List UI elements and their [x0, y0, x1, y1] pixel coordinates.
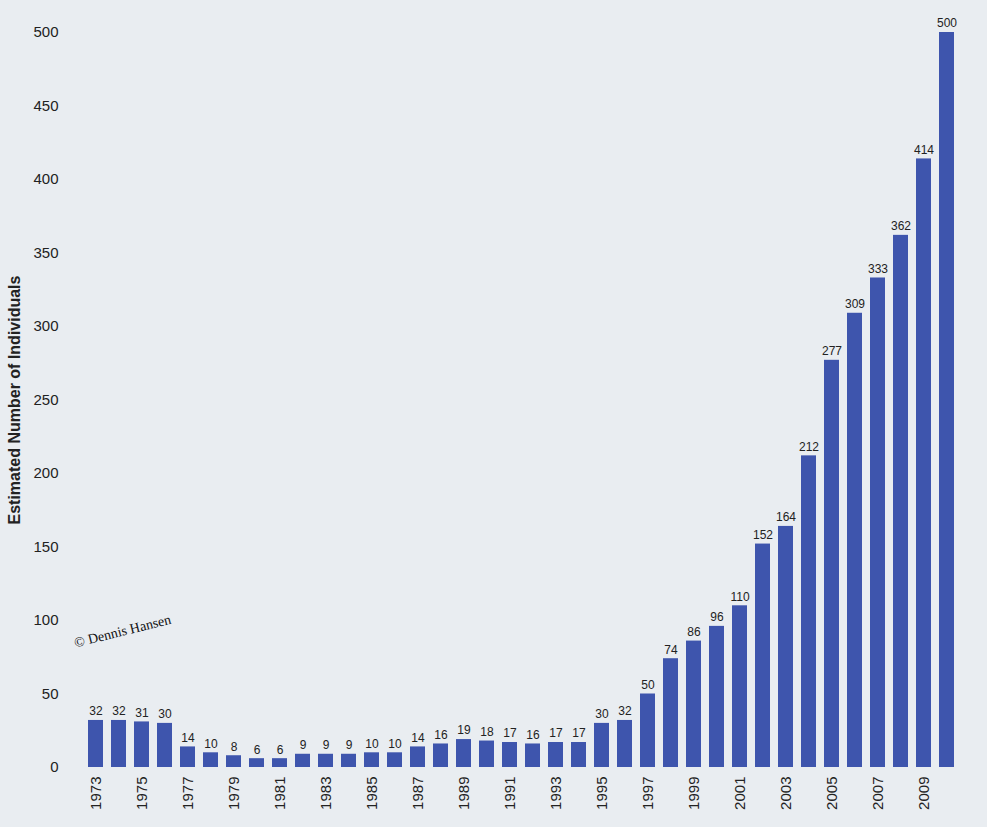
svg-text:277: 277: [822, 344, 842, 358]
svg-text:333: 333: [868, 262, 888, 276]
svg-text:414: 414: [914, 143, 934, 157]
svg-text:1991: 1991: [501, 777, 518, 810]
svg-text:32: 32: [89, 704, 103, 718]
svg-text:1973: 1973: [87, 777, 104, 810]
svg-text:362: 362: [891, 219, 911, 233]
svg-text:30: 30: [595, 707, 609, 721]
svg-text:1983: 1983: [317, 777, 334, 810]
svg-text:50: 50: [641, 678, 655, 692]
svg-text:9: 9: [346, 738, 353, 752]
svg-text:© Dennis Hansen: © Dennis Hansen: [73, 612, 173, 651]
svg-text:200: 200: [33, 464, 58, 481]
svg-text:2005: 2005: [823, 777, 840, 810]
svg-text:500: 500: [937, 16, 957, 30]
svg-text:18: 18: [480, 725, 494, 739]
svg-text:32: 32: [112, 704, 126, 718]
svg-text:1987: 1987: [409, 777, 426, 810]
svg-text:10: 10: [204, 737, 218, 751]
svg-text:2001: 2001: [731, 777, 748, 810]
svg-text:350: 350: [33, 244, 58, 261]
svg-text:96: 96: [710, 610, 724, 624]
svg-text:10: 10: [388, 737, 402, 751]
svg-text:164: 164: [776, 510, 796, 524]
svg-text:19: 19: [457, 723, 471, 737]
svg-text:300: 300: [33, 317, 58, 334]
svg-text:6: 6: [277, 743, 284, 757]
svg-text:1981: 1981: [271, 777, 288, 810]
svg-text:8: 8: [231, 740, 238, 754]
svg-text:150: 150: [33, 538, 58, 555]
svg-text:2003: 2003: [777, 777, 794, 810]
svg-text:1985: 1985: [363, 777, 380, 810]
svg-text:6: 6: [254, 743, 261, 757]
svg-text:31: 31: [135, 706, 149, 720]
svg-text:14: 14: [181, 731, 195, 745]
svg-text:9: 9: [300, 738, 307, 752]
svg-text:16: 16: [526, 728, 540, 742]
svg-text:9: 9: [323, 738, 330, 752]
svg-text:400: 400: [33, 170, 58, 187]
svg-text:1979: 1979: [225, 777, 242, 810]
svg-text:1997: 1997: [639, 777, 656, 810]
svg-text:250: 250: [33, 391, 58, 408]
svg-text:212: 212: [799, 440, 819, 454]
svg-text:74: 74: [664, 643, 678, 657]
svg-text:100: 100: [33, 611, 58, 628]
svg-text:152: 152: [753, 528, 773, 542]
svg-text:86: 86: [687, 625, 701, 639]
svg-text:50: 50: [42, 685, 59, 702]
svg-text:1977: 1977: [179, 777, 196, 810]
svg-text:2009: 2009: [915, 777, 932, 810]
svg-text:500: 500: [33, 23, 58, 40]
svg-text:17: 17: [503, 726, 517, 740]
svg-text:1995: 1995: [593, 777, 610, 810]
svg-text:0: 0: [50, 758, 58, 775]
svg-text:309: 309: [845, 297, 865, 311]
svg-text:1975: 1975: [133, 777, 150, 810]
svg-text:1989: 1989: [455, 777, 472, 810]
svg-text:110: 110: [730, 590, 749, 604]
svg-text:17: 17: [572, 726, 586, 740]
svg-text:30: 30: [158, 707, 172, 721]
svg-text:14: 14: [411, 731, 425, 745]
svg-text:2007: 2007: [869, 777, 886, 810]
svg-text:10: 10: [365, 737, 379, 751]
svg-text:1999: 1999: [685, 777, 702, 810]
svg-text:16: 16: [434, 728, 448, 742]
svg-text:450: 450: [33, 97, 58, 114]
svg-text:32: 32: [618, 704, 632, 718]
svg-text:17: 17: [549, 726, 563, 740]
svg-text:1993: 1993: [547, 777, 564, 810]
svg-text:Estimated Number of Individual: Estimated Number of Individuals: [6, 275, 23, 524]
